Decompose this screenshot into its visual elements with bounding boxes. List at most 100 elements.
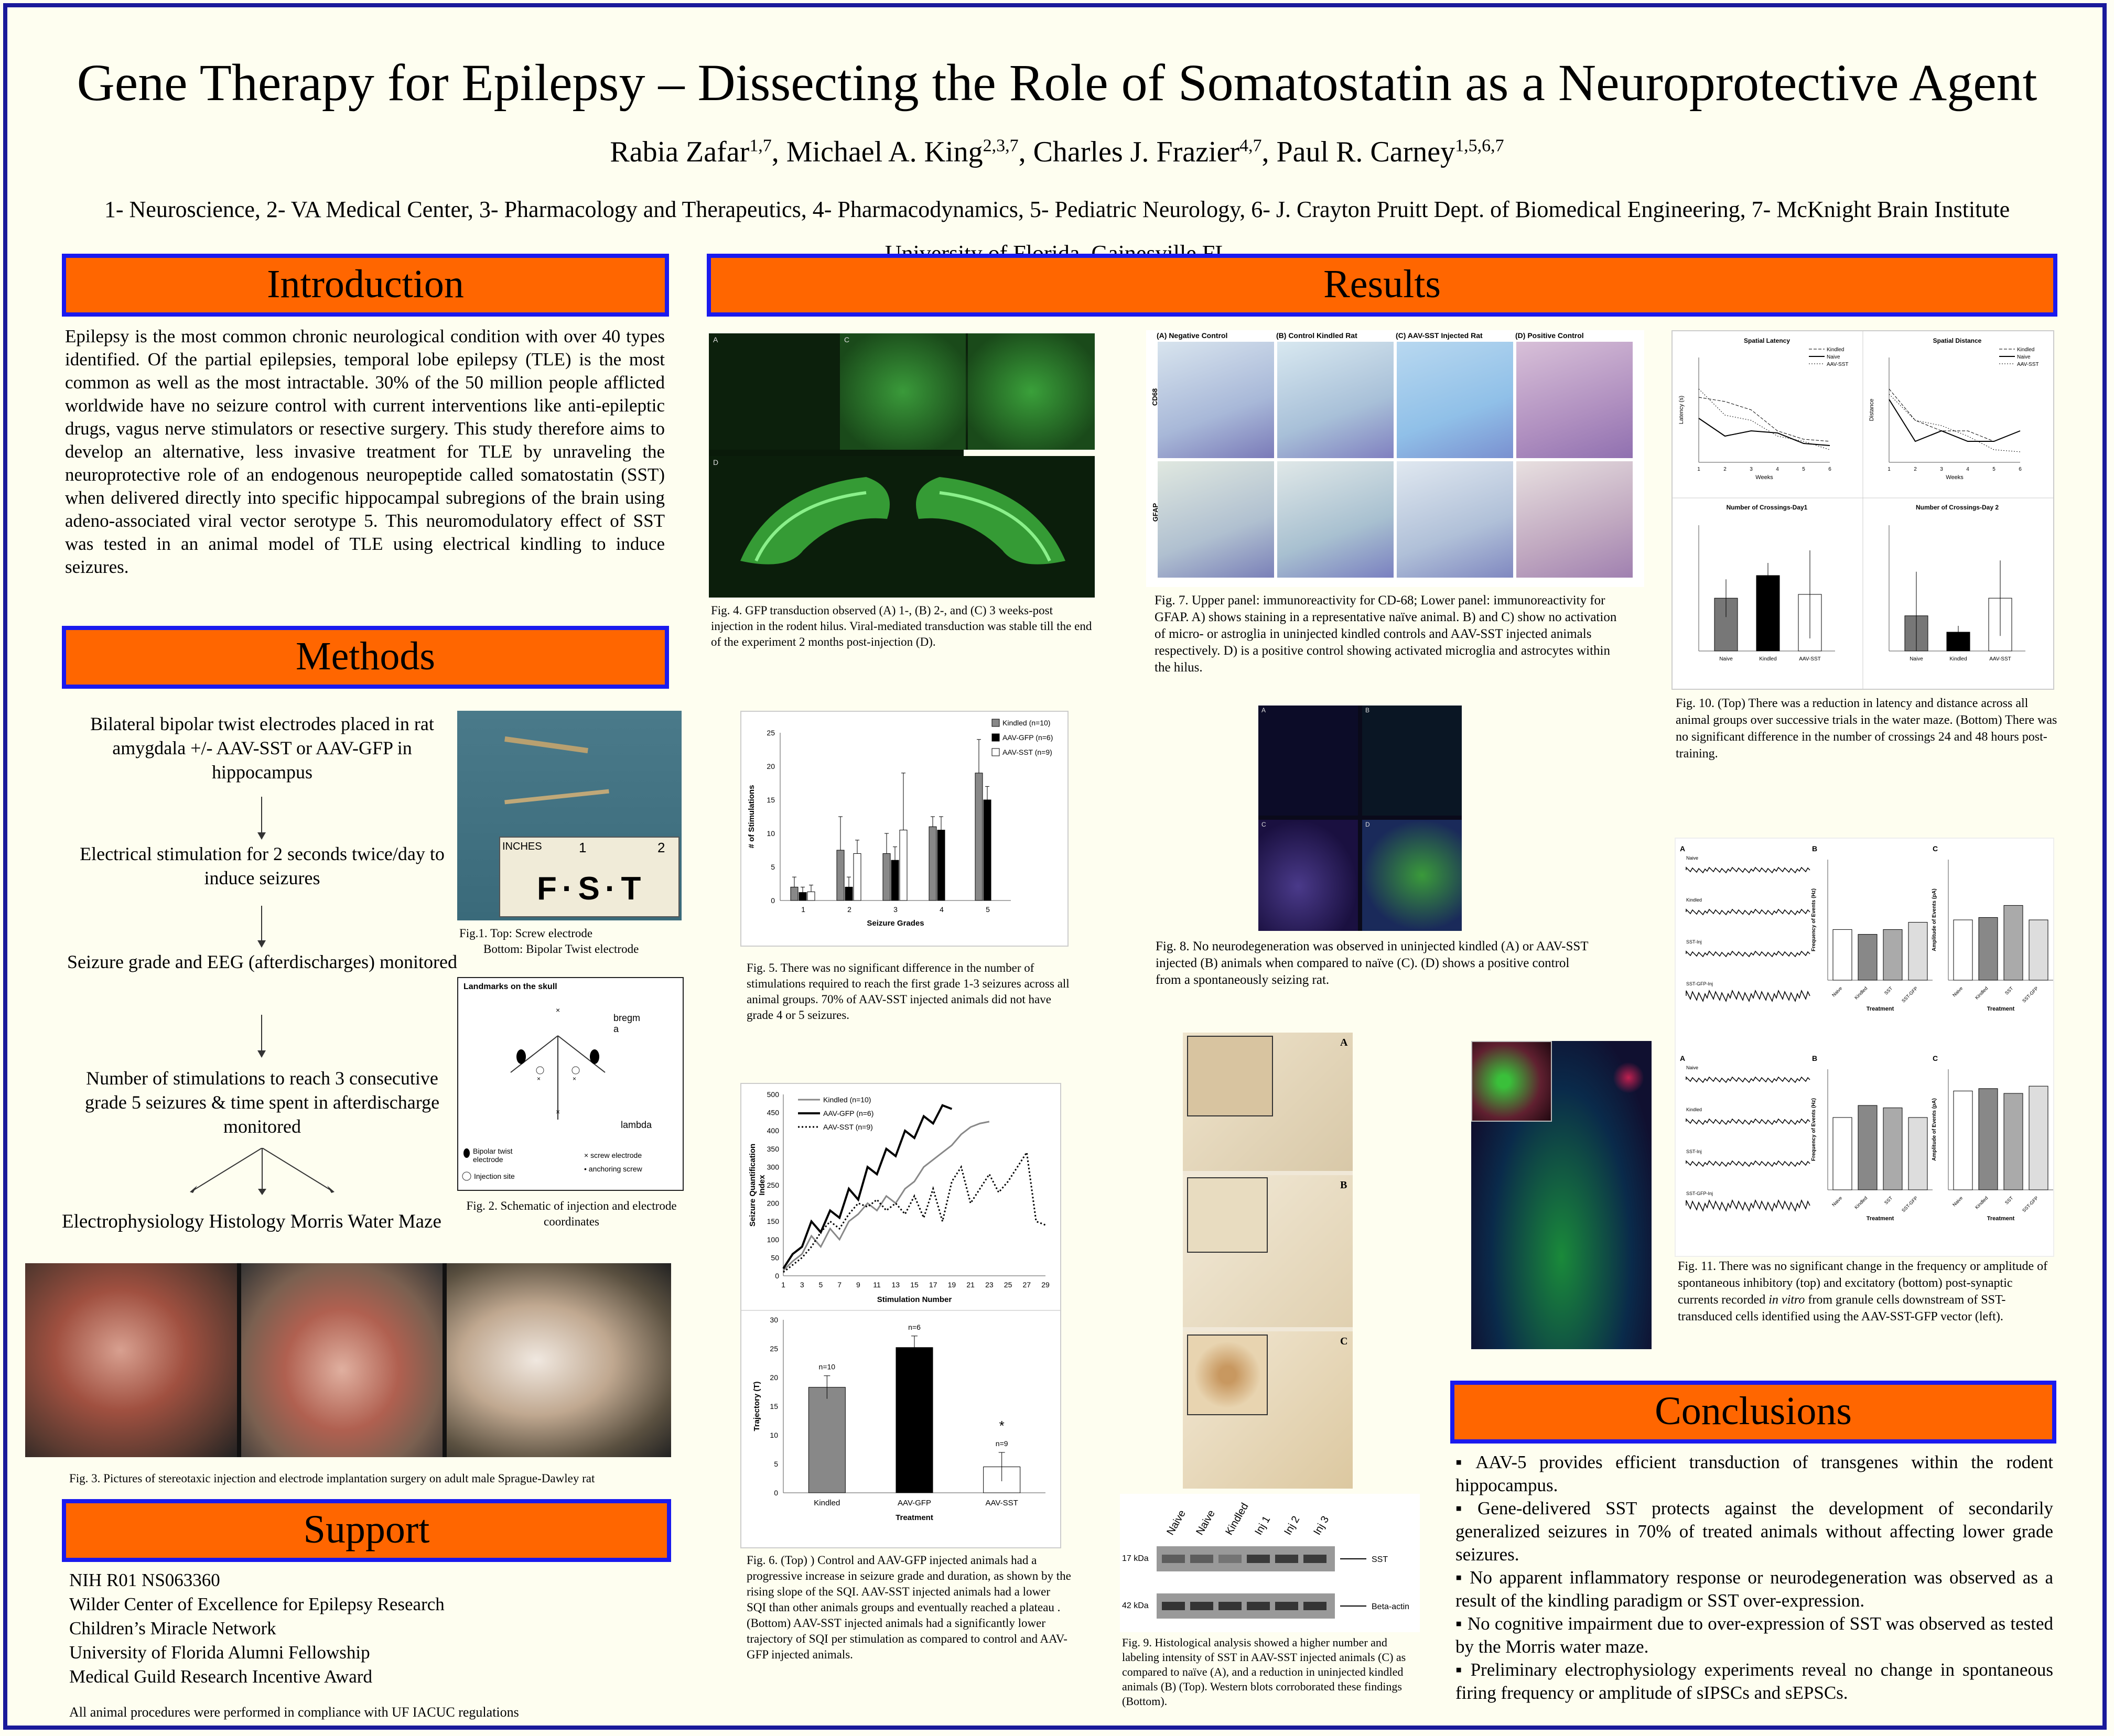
fig10-panel-title: Spatial Latency <box>1744 337 1790 344</box>
fig11-trace <box>1686 1160 1810 1167</box>
fig10-line <box>1698 397 1830 442</box>
fig5-bar <box>882 853 891 901</box>
fig10-water-maze-plots: Spatial Latency Spatial Distance Number of… <box>1671 330 2054 690</box>
fig6-x-tick: 11 <box>873 1281 881 1289</box>
fig6-y-tick: 200 <box>767 1199 780 1208</box>
fig9-panel-c: C <box>1183 1331 1353 1489</box>
fig8-panel-a: A <box>1258 706 1358 816</box>
fig9-lane-label: Naive <box>1164 1508 1188 1537</box>
compliance-note: All animal procedures were performed in … <box>69 1705 519 1720</box>
fig8-panel-d: D <box>1362 820 1462 931</box>
fig6-x-tick: 17 <box>929 1281 937 1289</box>
fig6-series-line <box>782 1121 990 1271</box>
fig11-trace-label: SST-Inj <box>1686 1149 1702 1154</box>
fig11-red-spot <box>1613 1062 1644 1093</box>
fig6-y-tick: 0 <box>775 1272 779 1280</box>
fig11-cat-label: Naive <box>1831 985 1843 997</box>
fig5-legend-swatch <box>991 748 1000 756</box>
fig11-cat-label: SST <box>2004 985 2014 996</box>
fig6b-x-tick: Kindled <box>814 1499 840 1507</box>
fig10-x-tick: 4 <box>1776 466 1779 472</box>
fig11-trace <box>1686 908 1810 916</box>
fig9-panel-b: B <box>1183 1175 1353 1327</box>
fig11-panel-letter: B <box>1812 1054 1817 1062</box>
fig10-x-label: Weeks <box>1755 474 1773 481</box>
conclusions-list: AAV-5 provides efficient transduction of… <box>1455 1451 2053 1705</box>
fig10-x-tick: 5 <box>1992 466 1996 472</box>
fig11-cat-label: SST-GFP <box>1901 985 1918 1003</box>
fig7-img <box>1397 342 1513 458</box>
fig6b-y-label: Trajectory (T) <box>752 1381 761 1431</box>
fig10-line <box>1889 388 2021 442</box>
fig11-bar <box>2003 905 2023 981</box>
fig9-band <box>1247 1602 1270 1610</box>
conclusion-item: No apparent inflammatory response or neu… <box>1455 1566 2053 1612</box>
support-item: Children’s Miracle Network <box>69 1618 276 1639</box>
fig11-caption: Fig. 11. There was no significant change… <box>1678 1260 2048 1323</box>
fig2-screw-label: × screw electrode <box>584 1151 642 1159</box>
fig9-lane-label: Naive <box>1194 1508 1217 1537</box>
fig10-bar-label: Naive <box>1719 656 1733 662</box>
fig9-western-blot: Naive Naive Kindled Inj 1 Inj 2 Inj 3 17 kDa SS… <box>1120 1494 1420 1632</box>
fig2-bregma-label: bregm a <box>613 1013 641 1034</box>
author-2-sup: 2,3,7 <box>983 136 1019 156</box>
fig1-caption: Fig.1. Top: Screw electrode Bottom: Bipo… <box>459 927 639 956</box>
fig5-bar <box>845 886 853 901</box>
fig10-bar-label: AAV-SST <box>1989 656 2011 662</box>
fig11-trace <box>1686 989 1810 1003</box>
author-4-sup: 1,5,6,7 <box>1455 136 1504 156</box>
fig6-x-tick: 21 <box>966 1281 975 1289</box>
fig5-x-tick: 4 <box>940 905 944 914</box>
fig11-cat-label: Kindled <box>1974 985 1989 1000</box>
fig8-caption: Fig. 8. No neurodegeneration was observe… <box>1156 939 1589 987</box>
fig6b-n-label: n=9 <box>996 1439 1008 1448</box>
fig2-title: Landmarks on the skull <box>463 982 557 991</box>
fig9-band <box>1190 1555 1213 1563</box>
fig10-bar-label: Naive <box>1910 656 1923 662</box>
methods-header: Methods <box>62 626 669 689</box>
author-3: Charles J. Frazier <box>1033 136 1239 168</box>
fig5-x-tick: 2 <box>847 905 851 914</box>
fig11-trace <box>1686 1076 1810 1083</box>
fig5-bar <box>807 891 815 901</box>
fig5-bar <box>929 826 937 901</box>
author-1-sup: 1,7 <box>749 136 772 156</box>
fig11-trace-label: SST-GFP-Inj <box>1686 981 1713 986</box>
fig11-panel-letter: C <box>1933 1054 1938 1062</box>
fig6-y-tick: 400 <box>767 1126 780 1135</box>
fig6b-bar <box>808 1387 846 1493</box>
fig10-x-tick: 1 <box>1888 466 1891 472</box>
support-list: NIH R01 NS063360 Wilder Center of Excell… <box>69 1568 667 1689</box>
fig6-y-tick: 150 <box>767 1217 780 1225</box>
fig4-panel-c-2 <box>968 333 1095 450</box>
fig11-cat-label: SST-GFP <box>2021 1195 2039 1213</box>
fig6-x-tick: 27 <box>1022 1281 1031 1289</box>
fig5-x-label: Seizure Grades <box>867 919 924 928</box>
support-item: University of Florida Alumni Fellowship <box>69 1642 370 1663</box>
fig5-x-tick: 1 <box>801 905 805 914</box>
outcome-histology: Histology <box>209 1211 286 1232</box>
fig6-x-tick: 23 <box>985 1281 994 1289</box>
fig6-caption: Fig. 6. (Top) ) Control and AAV-GFP inje… <box>747 1554 1071 1661</box>
fig6-x-tick: 5 <box>819 1281 823 1289</box>
fig6-legend-label: Kindled (n=10) <box>823 1095 871 1104</box>
fig11-trace-label: Naive <box>1686 1065 1698 1070</box>
fig5-y-tick: 20 <box>767 762 775 771</box>
svg-text:×: × <box>556 1108 560 1116</box>
fig2-lambda-label: lambda <box>621 1120 652 1130</box>
fig5-legend-label: AAV-SST (n=9) <box>1002 748 1052 756</box>
fig6-x-tick: 19 <box>948 1281 956 1289</box>
fig11-inset <box>1471 1041 1552 1122</box>
fig9-band <box>1162 1602 1185 1610</box>
fig9-band <box>1303 1602 1326 1610</box>
fig11-y-label: Amplitude of Events (pA) <box>1932 1098 1937 1160</box>
fig5-y-tick: 5 <box>771 863 775 871</box>
fig11-bar <box>1883 929 1903 981</box>
fig11-bar <box>1953 919 1973 981</box>
fig11-bar <box>1858 1105 1878 1190</box>
fig10-caption: Fig. 10. (Top) There was a reduction in … <box>1676 697 2057 761</box>
fig11-panel-letter: A <box>1680 1054 1685 1062</box>
fig5-legend-swatch <box>991 733 1000 742</box>
fig6-x-tick: 15 <box>910 1281 919 1289</box>
fig11-bar <box>1978 1088 1998 1190</box>
